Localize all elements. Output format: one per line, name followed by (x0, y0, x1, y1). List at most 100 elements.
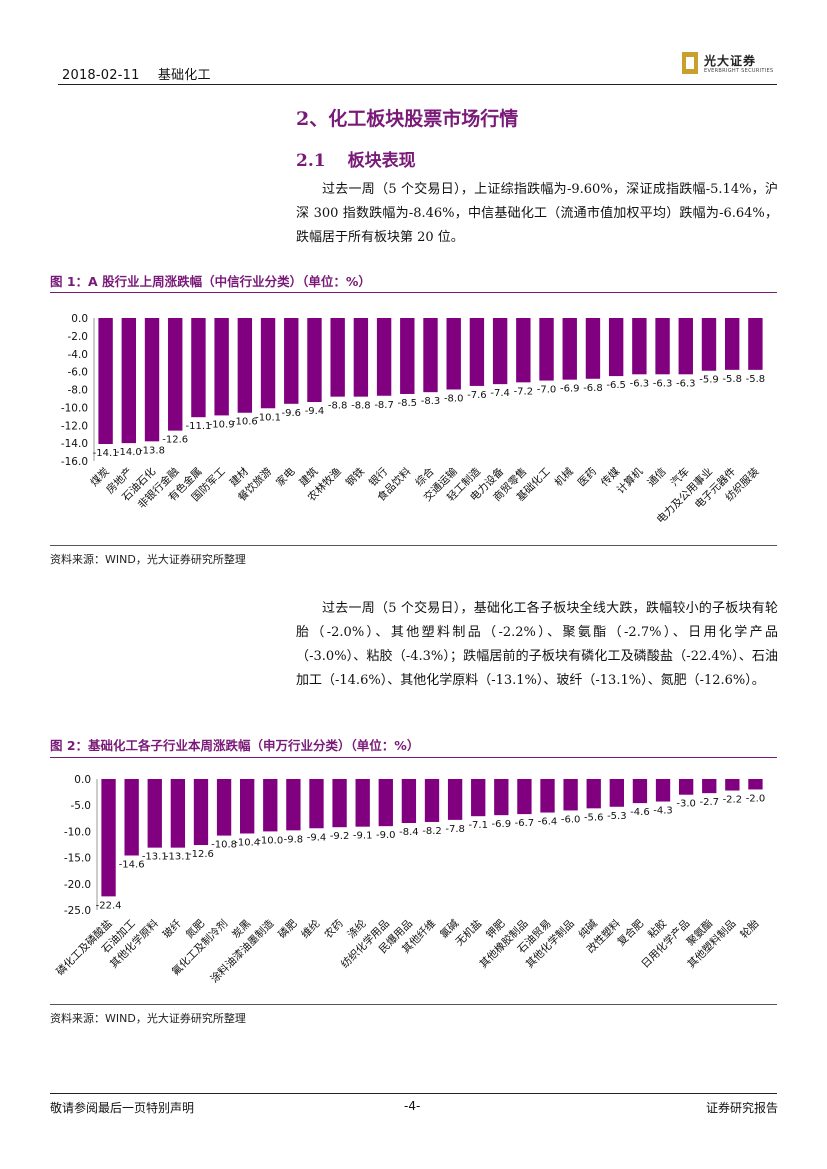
bar (330, 318, 345, 397)
page-number: -4- (404, 1099, 421, 1113)
report-date: 2018-02-11 (62, 68, 140, 83)
data-label: -2.2 (723, 795, 743, 806)
figure-1-bottom-rule (50, 545, 777, 546)
data-label: -6.7 (515, 818, 535, 829)
bar (144, 318, 160, 442)
company-logo: 光大证券 EVERBRIGHT SECURITIES (682, 52, 782, 80)
data-label: -7.6 (467, 390, 487, 401)
bar (492, 318, 508, 385)
bar (447, 779, 463, 820)
data-label: -7.4 (490, 388, 510, 399)
category-label: 钢铁 (343, 465, 367, 489)
paragraph-market-summary: 过去一周（5 个交易日），上证综指跌幅为-9.60%，深证成指跌幅-5.14%，… (296, 182, 778, 245)
data-label: -2.0 (746, 793, 766, 804)
data-label: -6.3 (676, 378, 696, 389)
data-label: -9.8 (284, 834, 304, 845)
header-divider (58, 84, 777, 85)
data-label: -9.6 (282, 408, 302, 419)
category-label: 家电 (273, 465, 297, 489)
data-label: -13.1 (165, 852, 191, 863)
category-label: 维纶 (299, 917, 323, 941)
data-label: -14.0 (116, 447, 142, 458)
data-label: -6.9 (560, 384, 580, 395)
bar (147, 779, 162, 848)
subsection-text: 板块表现 (347, 151, 416, 171)
y-tick-label: -16.0 (61, 456, 88, 468)
bar (101, 779, 116, 897)
data-label: -8.0 (444, 394, 464, 405)
bar (170, 779, 186, 848)
data-label: -13.8 (139, 445, 165, 456)
data-label: -10.0 (257, 835, 283, 846)
report-sector: 基础化工 (157, 68, 211, 83)
figure-2-bottom-rule (50, 1004, 777, 1005)
data-label: -10.9 (209, 419, 235, 430)
bar (237, 318, 253, 413)
footer-disclaimer: 敬请参阅最后一页特别声明 (50, 1101, 195, 1115)
data-label: -22.4 (96, 900, 122, 911)
bar (748, 779, 763, 790)
section-title: 2、化工板块股票市场行情 (296, 108, 519, 130)
bar (655, 318, 670, 375)
bar (332, 779, 347, 828)
data-label: -8.4 (399, 827, 419, 838)
y-tick-label: -14.0 (61, 438, 88, 450)
bar (469, 318, 485, 386)
data-label: -6.3 (653, 378, 673, 389)
bar (725, 779, 740, 791)
bar (121, 318, 137, 444)
y-tick-label: -5.0 (71, 800, 92, 812)
bar (748, 318, 763, 370)
bar (517, 779, 532, 815)
bar (353, 318, 369, 397)
page-header: 2018-02-11 基础化工 (62, 64, 225, 83)
figure-1-chart: 0.0-2.0-4.0-6.0-8.0-10.0-12.0-14.0-16.0-… (61, 313, 765, 526)
bar (446, 318, 461, 390)
bar (516, 318, 531, 383)
data-label: -7.8 (445, 824, 465, 835)
bar (376, 318, 392, 396)
bar (214, 318, 229, 416)
category-label: 磷肥 (275, 917, 299, 941)
data-label: -8.7 (374, 400, 394, 411)
data-label: -2.7 (699, 797, 719, 808)
data-label: -10.4 (234, 837, 260, 848)
y-tick-label: -20.0 (64, 879, 91, 891)
data-label: -11.1 (185, 421, 211, 432)
bar (401, 779, 417, 824)
bar (632, 318, 647, 375)
y-tick-label: -25.0 (64, 905, 91, 917)
bar (309, 779, 324, 829)
data-label: -10.6 (232, 417, 258, 428)
data-label: -6.4 (538, 817, 558, 828)
data-label: -5.9 (699, 375, 719, 386)
data-label: -8.8 (328, 401, 348, 412)
data-label: -9.1 (353, 831, 373, 842)
bar (263, 779, 278, 832)
category-label: 通信 (645, 466, 668, 489)
bar (260, 318, 276, 409)
y-tick-label: -8.0 (68, 385, 89, 397)
y-tick-label: 0.0 (74, 774, 91, 786)
bar (98, 318, 113, 445)
data-label: -9.4 (307, 832, 327, 843)
bar (423, 318, 438, 393)
y-tick-label: -10.0 (61, 402, 88, 414)
bar (471, 779, 486, 817)
bar (124, 779, 139, 856)
data-label: -8.8 (351, 401, 371, 412)
category-label: 医药 (576, 466, 599, 489)
y-tick-label: 0.0 (71, 313, 88, 325)
y-tick-label: -2.0 (68, 331, 89, 343)
data-label: -13.1 (142, 852, 168, 863)
bar (191, 318, 206, 418)
logo-text-en: EVERBRIGHT SECURITIES (704, 68, 774, 74)
bar (307, 318, 322, 403)
bar (655, 779, 671, 802)
data-label: -5.6 (584, 812, 604, 823)
category-label: 无机盐 (453, 917, 484, 948)
bar (540, 779, 555, 813)
category-label: 计算机 (614, 465, 646, 497)
data-label: -6.0 (561, 814, 581, 825)
figure-1-title: 图 1：A 股行业上周涨跌幅（中信行业分类）（单位：%） (50, 274, 371, 289)
